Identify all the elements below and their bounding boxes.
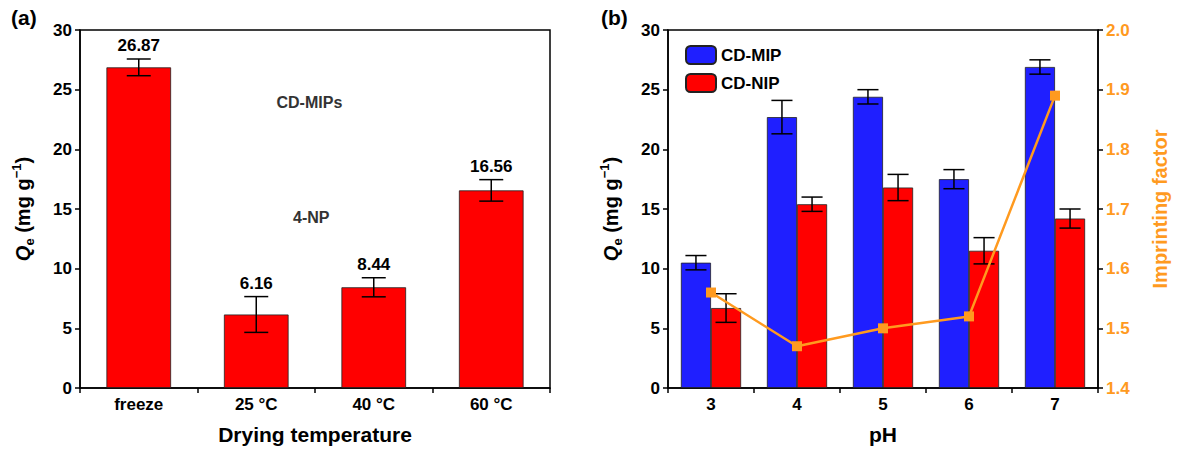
svg-text:5: 5 [651, 319, 660, 338]
svg-text:1.4: 1.4 [1106, 379, 1130, 398]
svg-text:20: 20 [641, 140, 660, 159]
svg-text:4: 4 [792, 395, 802, 414]
svg-text:1.9: 1.9 [1106, 80, 1130, 99]
svg-text:1.8: 1.8 [1106, 140, 1130, 159]
svg-text:6.16: 6.16 [240, 274, 273, 293]
svg-text:−1: −1 [9, 164, 24, 179]
svg-text:freeze: freeze [114, 395, 163, 414]
svg-text:6: 6 [964, 395, 973, 414]
svg-text:e: e [22, 238, 37, 245]
svg-text:5: 5 [878, 395, 887, 414]
svg-text:CD-MIP: CD-MIP [721, 46, 781, 65]
svg-text:Q: Q [12, 245, 34, 261]
svg-text:15: 15 [53, 200, 72, 219]
svg-text:7: 7 [1050, 395, 1059, 414]
svg-text:(mg g: (mg g [12, 178, 34, 238]
svg-text:60 °C: 60 °C [470, 395, 513, 414]
svg-text:16.56: 16.56 [470, 157, 513, 176]
svg-text:25: 25 [641, 80, 660, 99]
svg-text:10: 10 [53, 259, 72, 278]
svg-text:25: 25 [53, 80, 72, 99]
svg-text:26.87: 26.87 [117, 36, 160, 55]
svg-text:0: 0 [651, 379, 660, 398]
svg-text:0: 0 [63, 379, 72, 398]
svg-text:Imprinting factor: Imprinting factor [1149, 129, 1171, 288]
svg-text:20: 20 [53, 140, 72, 159]
svg-text:(b): (b) [601, 6, 628, 29]
svg-text:8.44: 8.44 [357, 255, 391, 274]
svg-text:pH: pH [869, 423, 897, 446]
svg-text:15: 15 [641, 200, 660, 219]
svg-text:30: 30 [53, 21, 72, 40]
svg-text:Q: Q [600, 245, 622, 261]
svg-text:−1: −1 [597, 164, 612, 179]
svg-text:40 °C: 40 °C [352, 395, 395, 414]
svg-text:10: 10 [641, 259, 660, 278]
svg-text:CD-NIP: CD-NIP [721, 74, 780, 93]
svg-text:): ) [600, 157, 622, 164]
svg-text:1.5: 1.5 [1106, 319, 1130, 338]
svg-text:CD-MIPs: CD-MIPs [277, 94, 343, 111]
svg-text:30: 30 [641, 21, 660, 40]
svg-text:Drying temperature: Drying temperature [218, 423, 412, 446]
svg-text:): ) [12, 157, 34, 164]
svg-text:(mg g: (mg g [600, 178, 622, 238]
svg-text:5: 5 [63, 319, 72, 338]
svg-text:1.6: 1.6 [1106, 259, 1130, 278]
svg-text:1.7: 1.7 [1106, 200, 1130, 219]
svg-text:2.0: 2.0 [1106, 21, 1130, 40]
svg-text:(a): (a) [11, 6, 37, 29]
svg-text:e: e [610, 238, 625, 245]
svg-text:25 °C: 25 °C [235, 395, 278, 414]
svg-text:4-NP: 4-NP [293, 209, 330, 226]
svg-text:3: 3 [706, 395, 715, 414]
